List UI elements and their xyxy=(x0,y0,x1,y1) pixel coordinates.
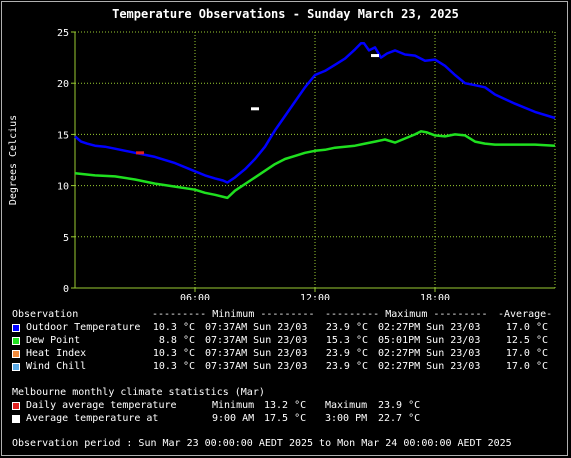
legend-swatch xyxy=(12,350,20,358)
row-max-time: 02:27PM Sun 23/03 xyxy=(378,322,481,333)
row-min-value: 10.3 °C xyxy=(152,348,195,359)
series-lines xyxy=(74,42,556,200)
row-min-value: 10.3 °C xyxy=(152,322,195,333)
row-average: 17.0 °C xyxy=(505,361,548,372)
series-line xyxy=(74,130,556,200)
row-label: Heat Index xyxy=(26,348,87,359)
climate-markers xyxy=(136,54,379,155)
x-tick-label: 12:00 xyxy=(300,293,330,300)
climate-heading: Melbourne monthly climate statistics (Ma… xyxy=(12,387,265,398)
row-average: 17.0 °C xyxy=(505,348,548,359)
x-tick-label: 06:00 xyxy=(180,293,210,300)
y-tick-label: 5 xyxy=(63,233,69,244)
row-min-time: 07:37AM Sun 23/03 xyxy=(205,322,308,333)
header-maximum: --------- Maximum --------- xyxy=(325,309,488,320)
y-tick-label: 0 xyxy=(63,284,69,295)
row-min-value: 10.3 °C xyxy=(152,361,195,372)
daily-average-max-label: Maximum xyxy=(325,400,368,411)
axes: 0 5 10 15 20 25 06:00 12:00 18:00 xyxy=(57,28,555,300)
row-average: 12.5 °C xyxy=(505,335,548,346)
header-observation: Observation xyxy=(12,309,79,320)
row-min-value: 8.8 °C xyxy=(158,335,195,346)
row-min-time: 07:37AM Sun 23/03 xyxy=(205,335,308,346)
daily-average-min-value: 13.2 °C xyxy=(264,400,307,411)
climate-marker xyxy=(251,107,259,111)
y-tick-label: 20 xyxy=(57,79,69,90)
x-tick-label: 18:00 xyxy=(420,293,450,300)
row-max-time: 02:27PM Sun 23/03 xyxy=(378,348,481,359)
y-tick-label: 15 xyxy=(57,130,69,141)
legend-swatch xyxy=(12,363,20,371)
header-minimum: --------- Minimum --------- xyxy=(152,309,315,320)
row-max-time: 05:01PM Sun 23/03 xyxy=(378,335,481,346)
legend-swatch xyxy=(12,324,20,332)
row-average: 17.0 °C xyxy=(505,322,548,333)
header-average: -Average- xyxy=(498,309,553,320)
y-tick-label: 25 xyxy=(57,28,69,39)
average-at-swatch xyxy=(12,415,20,423)
row-max-time: 02:27PM Sun 23/03 xyxy=(378,361,481,372)
average-at-label: Average temperature at xyxy=(26,413,159,424)
climate-marker xyxy=(136,151,144,155)
row-min-time: 07:37AM Sun 23/03 xyxy=(205,361,308,372)
daily-average-min-label: Minimum xyxy=(212,400,255,411)
row-label: Wind Chill xyxy=(26,361,87,372)
row-label: Dew Point xyxy=(26,335,81,346)
climate-marker xyxy=(371,54,379,58)
chart-title: Temperature Observations - Sunday March … xyxy=(112,7,459,21)
average-at-value-1: 17.5 °C xyxy=(264,413,307,424)
y-tick-label: 10 xyxy=(57,182,69,193)
plot-area xyxy=(75,32,555,288)
row-max-value: 23.9 °C xyxy=(325,348,368,359)
average-at-time-1: 9:00 AM xyxy=(212,413,255,424)
observation-period: Observation period : Sun Mar 23 00:00:00… xyxy=(12,438,512,449)
temperature-chart: 0 5 10 15 20 25 06:00 12:00 18:00 Degrees Celciu… xyxy=(8,28,556,300)
series-line xyxy=(74,42,556,184)
daily-average-label: Daily average temperature xyxy=(26,400,177,411)
row-max-value: 23.9 °C xyxy=(325,322,368,333)
legend-swatch xyxy=(12,337,20,345)
row-max-value: 23.9 °C xyxy=(325,361,368,372)
daily-average-swatch xyxy=(12,402,20,410)
grid-lines xyxy=(75,31,556,288)
average-at-time-2: 3:00 PM xyxy=(325,413,368,424)
daily-average-max-value: 23.9 °C xyxy=(378,400,421,411)
row-min-time: 07:37AM Sun 23/03 xyxy=(205,348,308,359)
y-axis-label: Degrees Celcius xyxy=(8,115,19,205)
row-max-value: 15.3 °C xyxy=(325,335,368,346)
average-at-value-2: 22.7 °C xyxy=(378,413,421,424)
row-label: Outdoor Temperature xyxy=(26,322,141,333)
